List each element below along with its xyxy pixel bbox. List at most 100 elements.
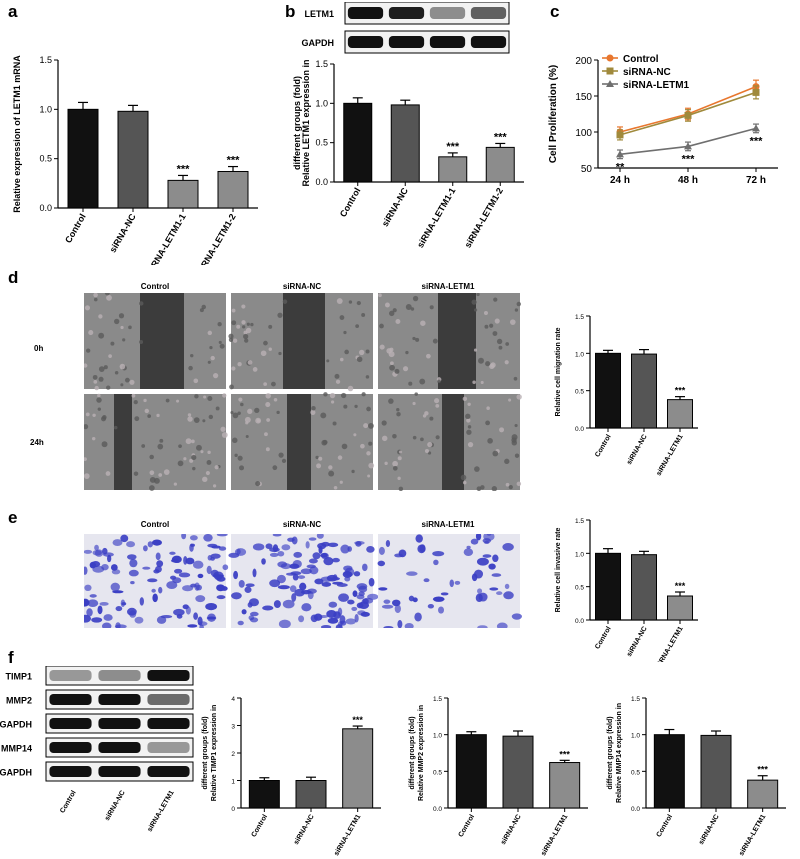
cell	[489, 363, 495, 369]
cell	[212, 372, 219, 379]
data-point	[684, 111, 692, 119]
legend-marker	[606, 54, 614, 62]
stained-cell	[115, 606, 123, 612]
stained-cell	[383, 599, 391, 604]
stained-cell	[166, 581, 178, 590]
stained-cell	[361, 598, 369, 604]
cell	[101, 441, 108, 448]
cell	[427, 441, 433, 448]
stained-cell	[127, 607, 137, 616]
stained-cell	[143, 545, 148, 552]
cell	[98, 314, 103, 319]
stained-cell	[338, 593, 349, 602]
cell	[381, 420, 387, 426]
cell	[260, 350, 267, 357]
stained-cell	[432, 550, 445, 557]
cell	[426, 353, 431, 359]
y-tick-label: 200	[575, 56, 592, 67]
y-tick-label: 0.0	[575, 618, 584, 625]
cell	[366, 451, 371, 456]
wound-gap	[283, 293, 325, 389]
stained-cell	[504, 583, 510, 590]
stained-cell	[182, 604, 189, 610]
stained-cell	[307, 591, 314, 600]
stained-cell	[214, 574, 222, 581]
stained-cell	[281, 544, 291, 551]
stained-cell	[496, 591, 503, 595]
cell	[243, 330, 248, 335]
cell	[499, 427, 505, 433]
bar-sirna-nc	[631, 554, 657, 621]
bar-control	[455, 734, 487, 809]
cell	[316, 463, 322, 469]
cell	[356, 300, 361, 306]
x-tick-label: siRNA-NC	[500, 814, 523, 846]
cell	[92, 413, 96, 418]
stained-cell	[152, 593, 158, 603]
legend-label: siRNA-NC	[623, 67, 671, 78]
cell	[420, 320, 426, 326]
cell	[414, 392, 418, 396]
legend-marker	[606, 80, 614, 87]
cell	[207, 450, 211, 455]
stained-cell	[128, 569, 139, 577]
blot-band	[147, 742, 190, 753]
bar-sirna-letm1	[667, 595, 693, 621]
cell	[120, 325, 124, 330]
stained-cell	[355, 541, 362, 547]
y-tick-label: 1.5	[575, 518, 584, 525]
stained-cell	[103, 614, 113, 621]
cell	[282, 299, 288, 304]
western-blot-f: TIMP1 MMP2 GAPDH MMP14 GAPDH Control siRNA-NC s…	[0, 666, 194, 833]
stained-cell	[463, 548, 474, 557]
cell	[202, 476, 208, 483]
cell	[165, 398, 170, 403]
cell	[240, 402, 244, 407]
cell	[498, 345, 503, 350]
cell	[511, 440, 518, 446]
cell	[202, 419, 206, 423]
blot-lane-label: Control	[59, 789, 78, 814]
significance-mark: ***	[177, 163, 191, 175]
stained-cell	[102, 547, 108, 555]
stained-cell	[92, 565, 105, 573]
stained-cell	[404, 623, 414, 628]
wound-gap	[438, 293, 476, 389]
cell	[201, 304, 206, 310]
blot-label-gapdh: GAPDH	[0, 720, 32, 730]
stained-cell	[343, 565, 353, 572]
cell	[92, 374, 98, 380]
cell	[365, 349, 370, 354]
stained-cell	[378, 587, 388, 591]
cell	[114, 370, 119, 375]
x-tick-label: Control	[594, 433, 613, 458]
y-axis-label: Relative LETM1 expression in	[301, 60, 311, 187]
cell	[419, 378, 426, 385]
cell	[424, 411, 429, 416]
stained-cell	[414, 612, 422, 622]
stained-cell	[207, 613, 216, 622]
y-tick-label: 1.0	[631, 733, 640, 740]
stained-cell	[362, 563, 368, 572]
bar-sirna-nc	[117, 110, 149, 209]
cell	[193, 378, 199, 384]
cell	[311, 405, 316, 411]
cell	[514, 453, 520, 458]
western-blot-b: LETM1 GAPDH	[301, 2, 510, 54]
cell	[207, 396, 213, 402]
bar-control	[653, 734, 685, 809]
cell	[427, 451, 432, 455]
stained-cell	[356, 594, 365, 600]
stained-cell	[297, 575, 306, 579]
stained-cell	[272, 534, 282, 537]
cell	[149, 470, 155, 476]
stained-cell	[249, 611, 259, 617]
cell	[85, 412, 90, 417]
cell	[105, 471, 111, 476]
stained-cell	[483, 534, 495, 541]
cell	[232, 338, 238, 343]
cell	[199, 308, 204, 313]
stained-cell	[182, 585, 194, 592]
stained-cell	[381, 604, 394, 609]
cell	[508, 398, 512, 402]
